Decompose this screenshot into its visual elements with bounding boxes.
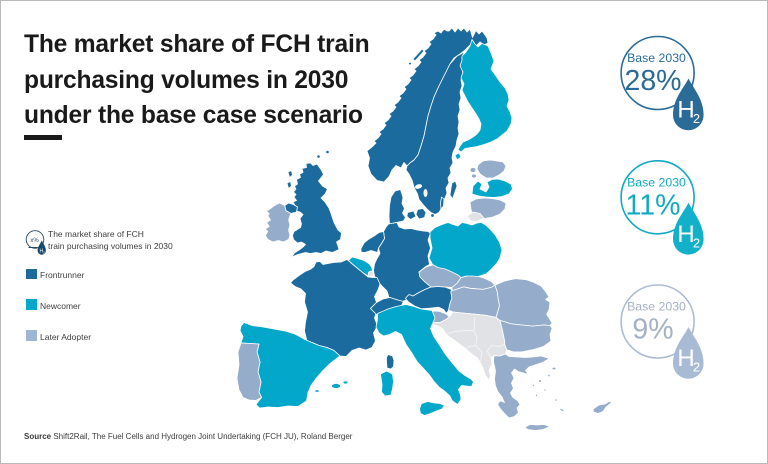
svg-text:H: H (677, 97, 694, 124)
svg-text:11%: 11% (626, 189, 681, 221)
svg-text:2: 2 (43, 251, 45, 255)
svg-text:Base 2030: Base 2030 (627, 300, 686, 314)
svg-text:H: H (39, 249, 43, 255)
svg-text:H: H (677, 221, 694, 248)
svg-text:Base 2030: Base 2030 (627, 51, 686, 65)
svg-text:x%: x% (30, 238, 39, 244)
svg-text:Base 2030: Base 2030 (627, 175, 686, 189)
svg-text:2: 2 (693, 360, 700, 375)
svg-text:2: 2 (693, 111, 700, 126)
svg-text:2: 2 (693, 235, 700, 250)
svg-text:9%: 9% (632, 314, 673, 346)
svg-text:28%: 28% (624, 65, 681, 97)
svg-text:H: H (677, 345, 694, 372)
